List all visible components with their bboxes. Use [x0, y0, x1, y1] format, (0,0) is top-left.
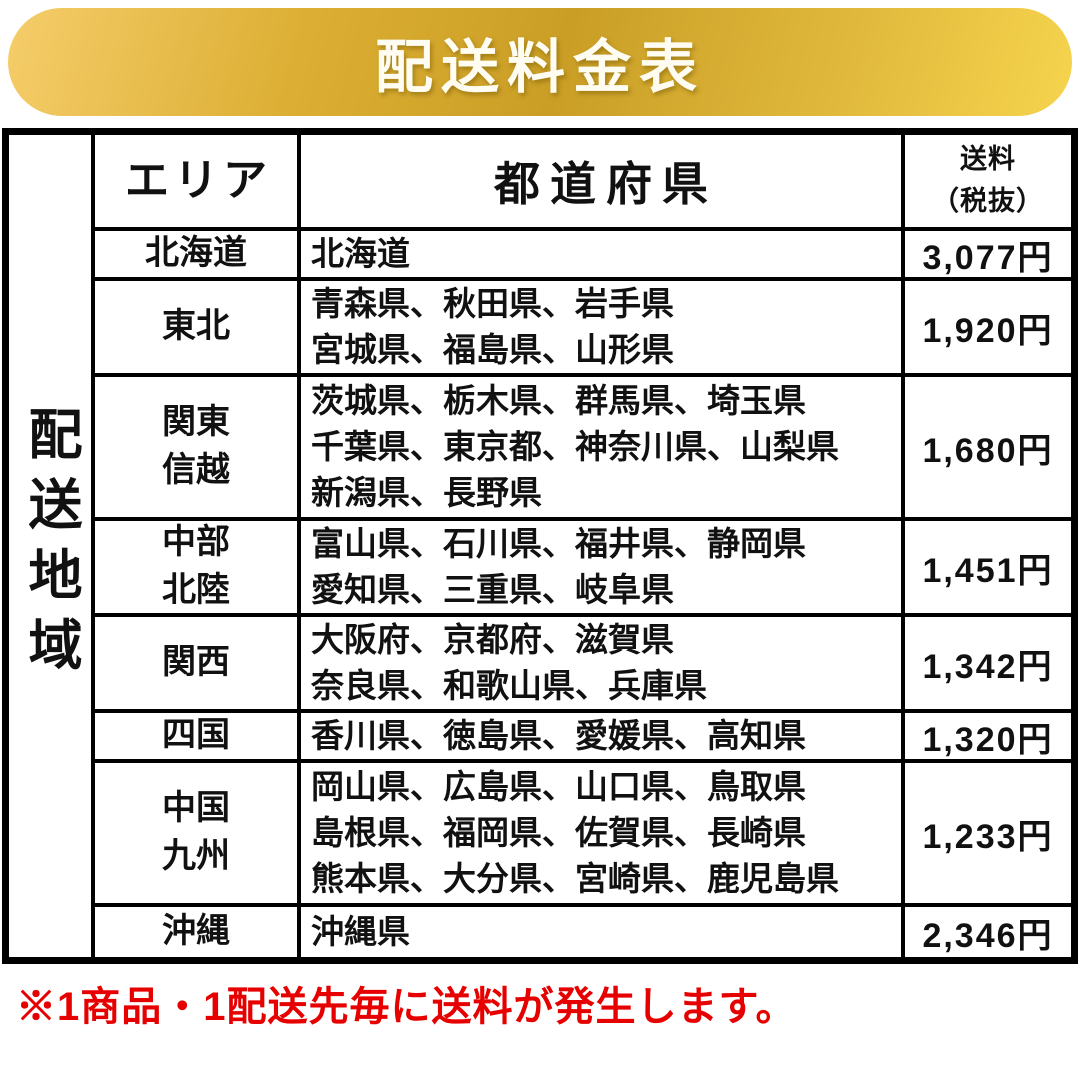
area-label: 関東 信越 — [95, 377, 301, 517]
footer-note: ※1商品・1配送先毎に送料が発生します。 — [16, 985, 797, 1029]
prefecture-list: 香川県、徳島県、愛媛県、高知県 — [311, 717, 806, 754]
table-row-hokkaido: 北海道 北海道 3,077円 — [95, 231, 1071, 281]
table-row-chugoku-kyushu: 中国 九州 岡山県、広島県、山口県、鳥取県 島根県、福岡県、佐賀県、長崎県 熊本… — [95, 763, 1071, 907]
table-header-row: エリア 都道府県 送料 （税抜） — [95, 135, 1071, 231]
prefecture-list: 沖縄県 — [311, 913, 410, 950]
table-row-tohoku: 東北 青森県、秋田県、岩手県 宮城県、福島県、山形県 1,920円 — [95, 281, 1071, 377]
region-label: 配送地域 — [20, 405, 80, 687]
header-area: エリア — [95, 135, 301, 227]
fee-value: 1,320円 — [901, 713, 1071, 759]
table-row-shikoku: 四国 香川県、徳島県、愛媛県、高知県 1,320円 — [95, 713, 1071, 763]
header-prefectures: 都道府県 — [494, 158, 718, 210]
page: 配送料金表 配送地域 エリア 都道府県 送料 （税抜） 北海道 北海道 — [0, 8, 1080, 1032]
prefecture-list: 富山県、石川県、福井県、静岡県 愛知県、三重県、岐阜県 — [311, 525, 806, 608]
area-label: 東北 — [95, 281, 301, 373]
region-column: 配送地域 — [9, 135, 95, 957]
area-label: 四国 — [95, 713, 301, 759]
header-fee: 送料 （税抜） — [901, 135, 1071, 227]
prefecture-list: 青森県、秋田県、岩手県 宮城県、福島県、山形県 — [311, 285, 674, 368]
area-label: 関西 — [95, 617, 301, 709]
fee-value: 1,920円 — [901, 281, 1071, 373]
fee-value: 1,342円 — [901, 617, 1071, 709]
prefecture-list: 北海道 — [311, 235, 410, 272]
prefecture-list: 茨城県、栃木県、群馬県、埼玉県 千葉県、東京都、神奈川県、山梨県 新潟県、長野県 — [311, 382, 839, 511]
table-body: エリア 都道府県 送料 （税抜） 北海道 北海道 3,077円 東北 — [95, 135, 1071, 957]
table-row-okinawa: 沖縄 沖縄県 2,346円 — [95, 907, 1071, 957]
table-row-kanto-shinetsu: 関東 信越 茨城県、栃木県、群馬県、埼玉県 千葉県、東京都、神奈川県、山梨県 新… — [95, 377, 1071, 521]
table-row-chubu-hokuriku: 中部 北陸 富山県、石川県、福井県、静岡県 愛知県、三重県、岐阜県 1,451円 — [95, 521, 1071, 617]
fee-value: 1,680円 — [901, 377, 1071, 517]
fee-value: 1,451円 — [901, 521, 1071, 613]
title-banner: 配送料金表 — [8, 8, 1072, 116]
prefecture-list: 大阪府、京都府、滋賀県 奈良県、和歌山県、兵庫県 — [311, 621, 707, 704]
area-label: 中国 九州 — [95, 763, 301, 903]
fee-value: 3,077円 — [901, 231, 1071, 277]
table-row-kansai: 関西 大阪府、京都府、滋賀県 奈良県、和歌山県、兵庫県 1,342円 — [95, 617, 1071, 713]
header-fee-line2: （税抜） — [932, 186, 1044, 216]
header-fee-line1: 送料 — [960, 144, 1016, 175]
shipping-fee-table: 配送地域 エリア 都道府県 送料 （税抜） 北海道 北海道 3,077円 — [2, 128, 1078, 964]
fee-value: 2,346円 — [901, 907, 1071, 957]
fee-value: 1,233円 — [901, 763, 1071, 903]
area-label: 沖縄 — [95, 907, 301, 957]
area-label: 北海道 — [95, 231, 301, 277]
prefecture-list: 岡山県、広島県、山口県、鳥取県 島根県、福岡県、佐賀県、長崎県 熊本県、大分県、… — [311, 768, 839, 897]
page-title: 配送料金表 — [374, 35, 705, 100]
area-label: 中部 北陸 — [95, 521, 301, 613]
